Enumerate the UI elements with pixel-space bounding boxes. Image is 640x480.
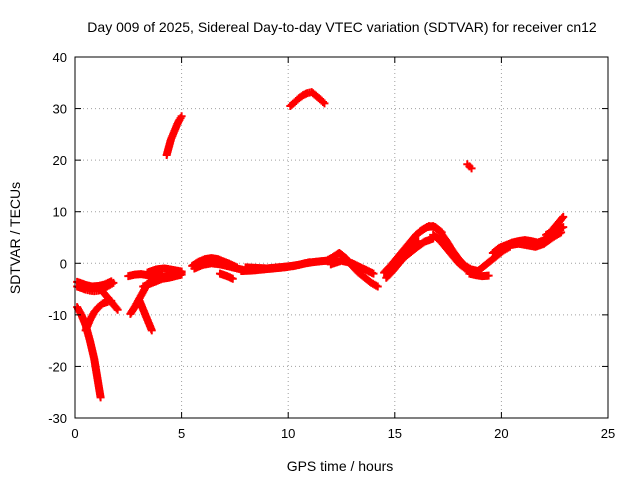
data-point bbox=[113, 305, 122, 314]
chart-title: Day 009 of 2025, Sidereal Day-to-day VTE… bbox=[87, 19, 597, 35]
series-track-ad bbox=[542, 212, 568, 239]
series-track-y bbox=[463, 160, 476, 173]
data-point bbox=[177, 112, 186, 121]
grid-lines bbox=[75, 57, 608, 418]
y-tick-label: -10 bbox=[48, 308, 67, 323]
series-track-j bbox=[143, 264, 186, 277]
series-track-s bbox=[326, 256, 378, 278]
y-axis-label: SDTVAR / TECUs bbox=[7, 182, 23, 294]
x-tick-label: 5 bbox=[178, 426, 185, 441]
y-tick-label: -20 bbox=[48, 359, 67, 374]
data-point bbox=[147, 326, 156, 335]
data-point bbox=[369, 269, 378, 278]
series-track-q bbox=[286, 88, 329, 110]
data-point bbox=[107, 277, 116, 286]
x-tick-label: 20 bbox=[494, 426, 508, 441]
series-track-c bbox=[73, 303, 105, 402]
series-track-d bbox=[81, 296, 116, 335]
series-track-p bbox=[241, 258, 314, 273]
axis-ticks: 0 5 10 15 20 25 -30 -20 -10 0 10 20 30 40 bbox=[48, 50, 615, 441]
data-point bbox=[484, 271, 493, 280]
x-tick-label: 25 bbox=[601, 426, 615, 441]
data-point bbox=[467, 164, 476, 173]
plot-frame bbox=[74, 56, 609, 419]
data-point bbox=[319, 98, 328, 107]
data-point bbox=[228, 274, 237, 283]
series-track-e bbox=[96, 285, 122, 314]
y-tick-label: 20 bbox=[53, 153, 67, 168]
data-point bbox=[305, 258, 314, 267]
data-point bbox=[96, 393, 105, 402]
data-point bbox=[373, 282, 382, 291]
series-track-ac bbox=[497, 228, 566, 252]
y-tick-label: 30 bbox=[53, 102, 67, 117]
y-tick-label: -30 bbox=[48, 411, 67, 426]
series-track-x bbox=[429, 230, 476, 276]
data-point bbox=[112, 304, 121, 313]
y-tick-label: 0 bbox=[60, 256, 67, 271]
series-track-b bbox=[73, 277, 116, 291]
data-point bbox=[559, 212, 568, 221]
y-tick-label: 10 bbox=[53, 205, 67, 220]
series-track-n bbox=[215, 269, 237, 283]
series-track-i bbox=[139, 270, 186, 291]
series-track-k bbox=[162, 112, 186, 159]
data-point bbox=[320, 99, 329, 108]
data-point bbox=[557, 228, 566, 237]
data-point bbox=[558, 214, 567, 223]
series-track-g bbox=[134, 295, 156, 335]
x-tick-label: 10 bbox=[281, 426, 295, 441]
series-track-v bbox=[386, 234, 438, 276]
x-tick-label: 0 bbox=[71, 426, 78, 441]
x-axis-label: GPS time / hours bbox=[287, 458, 394, 474]
data-points bbox=[73, 88, 568, 402]
data-point bbox=[559, 223, 568, 232]
y-tick-label: 40 bbox=[53, 50, 67, 65]
x-tick-label: 15 bbox=[388, 426, 402, 441]
data-point bbox=[177, 267, 186, 276]
